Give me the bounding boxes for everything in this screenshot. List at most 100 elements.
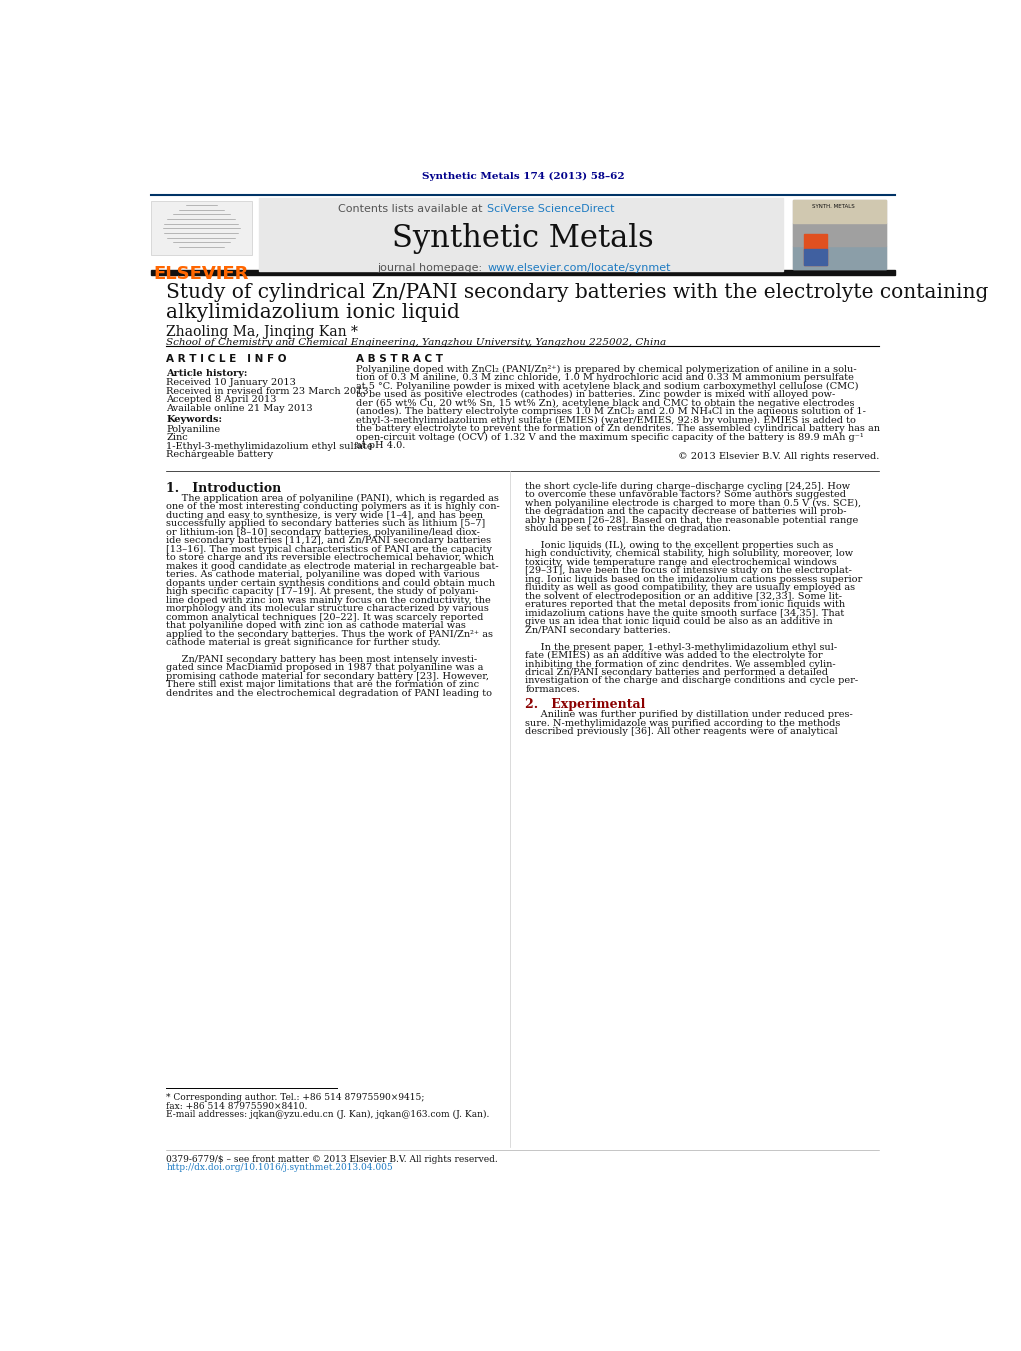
Text: Rechargeable battery: Rechargeable battery — [166, 450, 274, 459]
Text: ethyl-3-methylimidazolium ethyl sulfate (EMIES) (water/EMIES, 92:8 by volume). E: ethyl-3-methylimidazolium ethyl sulfate … — [356, 416, 857, 424]
Text: should be set to restrain the degradation.: should be set to restrain the degradatio… — [525, 524, 731, 534]
Text: cathode material is great significance for further study.: cathode material is great significance f… — [166, 638, 441, 647]
Text: © 2013 Elsevier B.V. All rights reserved.: © 2013 Elsevier B.V. All rights reserved… — [678, 453, 879, 462]
Text: Keywords:: Keywords: — [166, 416, 223, 424]
Bar — [805, 234, 827, 265]
Text: successfully applied to secondary batteries such as lithium [5–7]: successfully applied to secondary batter… — [166, 519, 486, 528]
Bar — [151, 201, 251, 255]
Text: the solvent of electrodeposition or an additive [32,33]. Some lit-: the solvent of electrodeposition or an a… — [525, 592, 842, 601]
Text: high specific capacity [17–19]. At present, the study of polyani-: high specific capacity [17–19]. At prese… — [166, 588, 479, 596]
Text: ide secondary batteries [11,12], and Zn/PANI secondary batteries: ide secondary batteries [11,12], and Zn/… — [166, 536, 491, 546]
Text: toxicity, wide temperature range and electrochemical windows: toxicity, wide temperature range and ele… — [525, 558, 837, 567]
Text: [13–16]. The most typical characteristics of PANI are the capacity: [13–16]. The most typical characteristic… — [166, 544, 492, 554]
Text: SYNTH. METALS: SYNTH. METALS — [812, 204, 855, 208]
Text: sure. N-methylimidazole was purified according to the methods: sure. N-methylimidazole was purified acc… — [525, 719, 840, 728]
Text: der (65 wt% Cu, 20 wt% Sn, 15 wt% Zn), acetylene black and CMC to obtain the neg: der (65 wt% Cu, 20 wt% Sn, 15 wt% Zn), a… — [356, 399, 855, 408]
Text: morphology and its molecular structure characterized by various: morphology and its molecular structure c… — [166, 604, 489, 613]
Bar — [259, 197, 782, 270]
Text: promising cathode material for secondary battery [23]. However,: promising cathode material for secondary… — [166, 671, 489, 681]
Text: 0379-6779/$ – see front matter © 2013 Elsevier B.V. All rights reserved.: 0379-6779/$ – see front matter © 2013 El… — [166, 1155, 498, 1163]
Text: common analytical techniques [20–22]. It was scarcely reported: common analytical techniques [20–22]. It… — [166, 612, 484, 621]
Bar — [792, 200, 885, 223]
Text: ably happen [26–28]. Based on that, the reasonable potential range: ably happen [26–28]. Based on that, the … — [525, 516, 859, 524]
Bar — [151, 270, 894, 276]
Text: 2.   Experimental: 2. Experimental — [525, 698, 645, 711]
Text: eratures reported that the metal deposits from ionic liquids with: eratures reported that the metal deposit… — [525, 600, 845, 609]
Text: Aniline was further purified by distillation under reduced pres-: Aniline was further purified by distilla… — [525, 711, 853, 719]
Text: fax: +86 514 87975590×8410.: fax: +86 514 87975590×8410. — [166, 1101, 307, 1111]
Text: dopants under certain synthesis conditions and could obtain much: dopants under certain synthesis conditio… — [166, 578, 495, 588]
Text: inhibiting the formation of zinc dendrites. We assembled cylin-: inhibiting the formation of zinc dendrit… — [525, 659, 836, 669]
Text: high conductivity, chemical stability, high solubility, moreover, low: high conductivity, chemical stability, h… — [525, 550, 854, 558]
Text: at pH 4.0.: at pH 4.0. — [356, 440, 405, 450]
Text: Zhaoling Ma, Jinqing Kan *: Zhaoling Ma, Jinqing Kan * — [166, 324, 358, 339]
Text: formances.: formances. — [525, 685, 580, 694]
Text: investigation of the charge and discharge conditions and cycle per-: investigation of the charge and discharg… — [525, 677, 859, 685]
Text: described previously [36]. All other reagents were of analytical: described previously [36]. All other rea… — [525, 727, 838, 736]
Text: the degradation and the capacity decrease of batteries will prob-: the degradation and the capacity decreas… — [525, 507, 846, 516]
Text: when polyaniline electrode is charged to more than 0.5 V (vs. SCE),: when polyaniline electrode is charged to… — [525, 499, 862, 508]
Text: give us an idea that ionic liquid could be also as an additive in: give us an idea that ionic liquid could … — [525, 617, 833, 627]
Text: that polyaniline doped with zinc ion as cathode material was: that polyaniline doped with zinc ion as … — [166, 621, 467, 630]
Text: to overcome these unfavorable factors? Some authors suggested: to overcome these unfavorable factors? S… — [525, 490, 846, 499]
Text: or lithium-ion [8–10] secondary batteries, polyaniline/lead diox-: or lithium-ion [8–10] secondary batterie… — [166, 528, 480, 536]
Text: Accepted 8 April 2013: Accepted 8 April 2013 — [166, 396, 277, 404]
Text: applied to the secondary batteries. Thus the work of PANI/Zn²⁺ as: applied to the secondary batteries. Thus… — [166, 630, 493, 639]
Text: Zinc: Zinc — [166, 434, 188, 442]
Text: fluidity as well as good compatibility, they are usually employed as: fluidity as well as good compatibility, … — [525, 584, 856, 592]
Text: one of the most interesting conducting polymers as it is highly con-: one of the most interesting conducting p… — [166, 503, 500, 512]
Text: to be used as positive electrodes (cathodes) in batteries. Zinc powder is mixed : to be used as positive electrodes (catho… — [356, 390, 835, 399]
Text: fate (EMIES) as an additive was added to the electrolyte for: fate (EMIES) as an additive was added to… — [525, 651, 823, 661]
Text: A B S T R A C T: A B S T R A C T — [356, 354, 443, 363]
Text: the battery electrolyte to prevent the formation of Zn dendrites. The assembled : the battery electrolyte to prevent the f… — [356, 424, 880, 432]
Text: ing. Ionic liquids based on the imidazolium cations possess superior: ing. Ionic liquids based on the imidazol… — [525, 574, 863, 584]
Text: Contents lists available at: Contents lists available at — [338, 204, 486, 215]
Text: The application area of polyaniline (PANI), which is regarded as: The application area of polyaniline (PAN… — [166, 494, 499, 503]
Text: ELSEVIER: ELSEVIER — [153, 265, 249, 282]
Text: E-mail addresses: jqkan@yzu.edu.cn (J. Kan), jqkan@163.com (J. Kan).: E-mail addresses: jqkan@yzu.edu.cn (J. K… — [166, 1111, 490, 1119]
Text: Polyaniline: Polyaniline — [166, 424, 221, 434]
Text: 1-Ethyl-3-methylimidazolium ethyl sulfate: 1-Ethyl-3-methylimidazolium ethyl sulfat… — [166, 442, 373, 451]
Bar — [792, 223, 885, 246]
Text: SciVerse ScienceDirect: SciVerse ScienceDirect — [487, 204, 615, 215]
Text: Article history:: Article history: — [166, 369, 248, 378]
Text: * Corresponding author. Tel.: +86 514 87975590×9415;: * Corresponding author. Tel.: +86 514 87… — [166, 1093, 425, 1102]
Text: Zn/PANI secondary battery has been most intensely investi-: Zn/PANI secondary battery has been most … — [166, 655, 478, 663]
Text: Ionic liquids (IL), owing to the excellent properties such as: Ionic liquids (IL), owing to the excelle… — [525, 540, 833, 550]
Text: alkylimidazolium ionic liquid: alkylimidazolium ionic liquid — [166, 303, 460, 322]
Text: teries. As cathode material, polyaniline was doped with various: teries. As cathode material, polyaniline… — [166, 570, 480, 580]
Text: Study of cylindrical Zn/PANI secondary batteries with the electrolyte containing: Study of cylindrical Zn/PANI secondary b… — [166, 282, 988, 303]
Text: gated since MacDiamid proposed in 1987 that polyaniline was a: gated since MacDiamid proposed in 1987 t… — [166, 663, 484, 673]
Text: There still exist major limitations that are the formation of zinc: There still exist major limitations that… — [166, 681, 480, 689]
Bar — [792, 246, 885, 269]
Text: dendrites and the electrochemical degradation of PANI leading to: dendrites and the electrochemical degrad… — [166, 689, 492, 698]
Text: A R T I C L E   I N F O: A R T I C L E I N F O — [166, 354, 287, 363]
Text: Zn/PANI secondary batteries.: Zn/PANI secondary batteries. — [525, 626, 671, 635]
Text: (anodes). The battery electrolyte comprises 1.0 M ZnCl₂ and 2.0 M NH₄Cl in the a: (anodes). The battery electrolyte compri… — [356, 407, 866, 416]
Text: [29–31], have been the focus of intensive study on the electroplat-: [29–31], have been the focus of intensiv… — [525, 566, 853, 576]
Text: drical Zn/PANI secondary batteries and performed a detailed: drical Zn/PANI secondary batteries and p… — [525, 667, 828, 677]
Text: line doped with zinc ion was mainly focus on the conductivity, the: line doped with zinc ion was mainly focu… — [166, 596, 491, 605]
Text: School of Chemistry and Chemical Engineering, Yangzhou University, Yangzhou 2250: School of Chemistry and Chemical Enginee… — [166, 339, 667, 347]
Text: Synthetic Metals: Synthetic Metals — [392, 223, 653, 254]
Text: Polyaniline doped with ZnCl₂ (PANI/Zn²⁺) is prepared by chemical polymerization : Polyaniline doped with ZnCl₂ (PANI/Zn²⁺)… — [356, 365, 857, 374]
Text: Received 10 January 2013: Received 10 January 2013 — [166, 378, 296, 388]
Bar — [805, 249, 827, 265]
Text: journal homepage:: journal homepage: — [377, 263, 486, 273]
Text: In the present paper, 1-ethyl-3-methylimidazolium ethyl sul-: In the present paper, 1-ethyl-3-methylim… — [525, 643, 837, 651]
Bar — [792, 200, 885, 269]
Text: Available online 21 May 2013: Available online 21 May 2013 — [166, 404, 313, 413]
Text: Received in revised form 23 March 2013: Received in revised form 23 March 2013 — [166, 386, 369, 396]
Text: the short cycle-life during charge–discharge cycling [24,25]. How: the short cycle-life during charge–disch… — [525, 482, 850, 490]
Text: at 5 °C. Polyaniline powder is mixed with acetylene black and sodium carboxymeth: at 5 °C. Polyaniline powder is mixed wit… — [356, 381, 859, 390]
Text: open-circuit voltage (OCV) of 1.32 V and the maximum specific capacity of the ba: open-circuit voltage (OCV) of 1.32 V and… — [356, 432, 864, 442]
Text: Synthetic Metals 174 (2013) 58–62: Synthetic Metals 174 (2013) 58–62 — [422, 172, 624, 181]
Text: tion of 0.3 M aniline, 0.3 M zinc chloride, 1.0 M hydrochloric acid and 0.33 M a: tion of 0.3 M aniline, 0.3 M zinc chlori… — [356, 373, 855, 382]
Text: ducting and easy to synthesize, is very wide [1–4], and has been: ducting and easy to synthesize, is very … — [166, 511, 483, 520]
Text: to store charge and its reversible electrochemical behavior, which: to store charge and its reversible elect… — [166, 554, 494, 562]
Text: makes it good candidate as electrode material in rechargeable bat-: makes it good candidate as electrode mat… — [166, 562, 499, 570]
Text: www.elsevier.com/locate/synmet: www.elsevier.com/locate/synmet — [487, 263, 671, 273]
Text: http://dx.doi.org/10.1016/j.synthmet.2013.04.005: http://dx.doi.org/10.1016/j.synthmet.201… — [166, 1163, 393, 1173]
Text: imidazolium cations have the quite smooth surface [34,35]. That: imidazolium cations have the quite smoot… — [525, 609, 844, 617]
Text: 1.   Introduction: 1. Introduction — [166, 482, 282, 494]
